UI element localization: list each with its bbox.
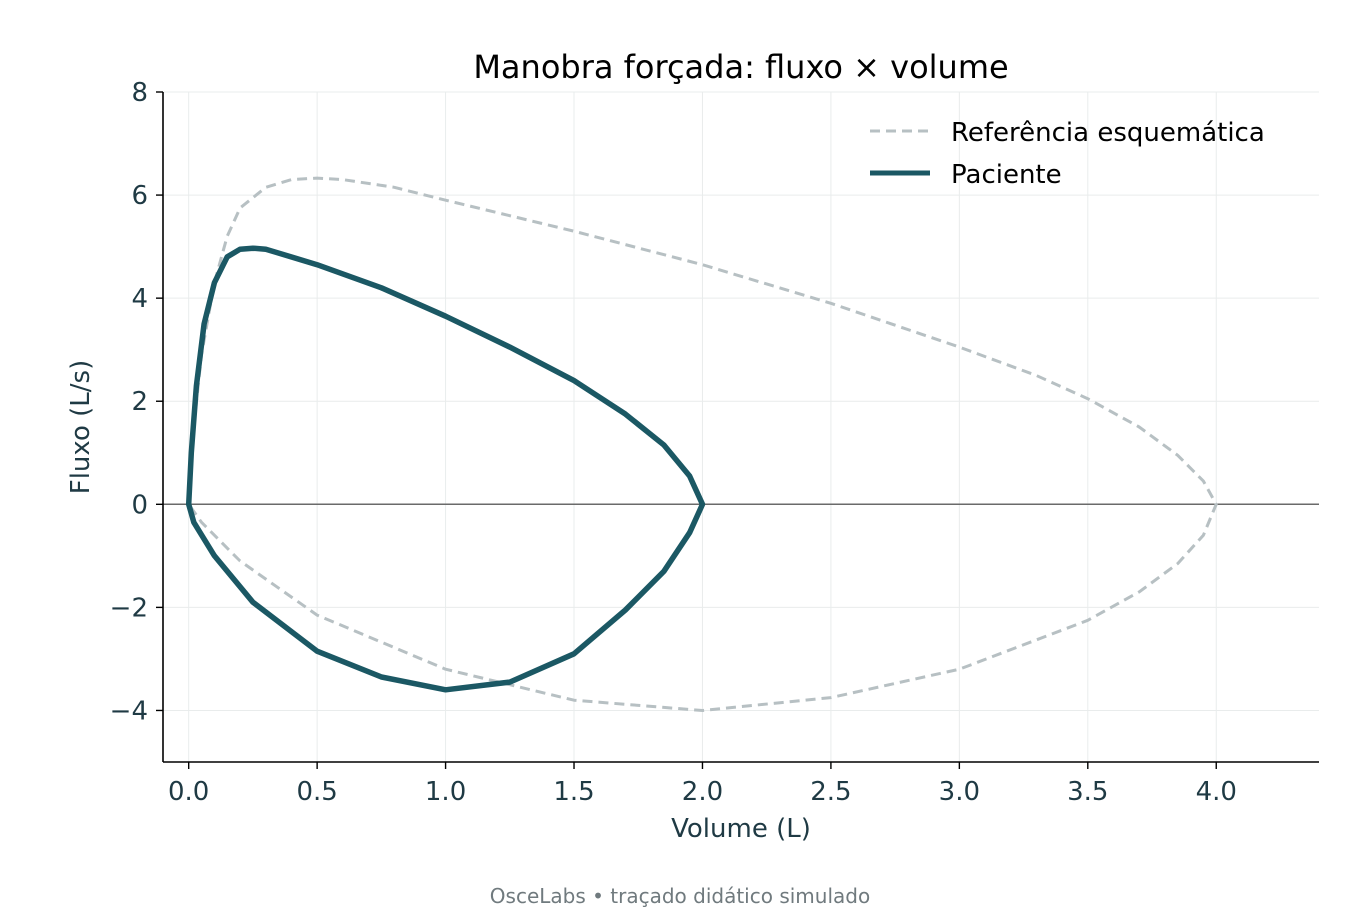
x-axis-ticks: 0.0 0.5 1.0 1.5 2.0 2.5 3.0 3.5 4.0 [168, 762, 1237, 807]
y-tick-label: 6 [131, 181, 148, 211]
x-tick-label: 1.0 [425, 777, 466, 807]
y-tick-label: −4 [110, 696, 148, 726]
x-axis-label: Volume (L) [671, 814, 811, 844]
x-tick-label: 3.5 [1067, 777, 1108, 807]
x-tick-label: 0.0 [168, 777, 209, 807]
legend-label-reference: Referência esquemática [951, 118, 1265, 148]
axes [162, 92, 1319, 763]
x-tick-label: 0.5 [296, 777, 337, 807]
x-tick-label: 3.0 [939, 777, 980, 807]
series-line-reference [187, 176, 1218, 712]
x-tick-label: 4.0 [1196, 777, 1237, 807]
y-tick-label: 0 [131, 490, 148, 520]
legend: Referência esquemática Paciente [870, 118, 1265, 190]
y-tick-label: 2 [131, 387, 148, 417]
y-tick-label: −2 [110, 593, 148, 623]
y-axis-label: Fluxo (L/s) [66, 360, 96, 495]
legend-label-patient: Paciente [951, 160, 1062, 190]
y-tick-label: 8 [131, 78, 148, 108]
series-group [185, 176, 1218, 712]
x-tick-label: 2.5 [810, 777, 851, 807]
x-tick-label: 1.5 [553, 777, 594, 807]
y-axis-ticks: −4 −2 0 2 4 6 8 [110, 78, 163, 726]
x-tick-label: 2.0 [682, 777, 723, 807]
footer-credit: OsceLabs • traçado didático simulado [489, 884, 871, 908]
y-tick-label: 4 [131, 284, 148, 314]
chart-title: Manobra forçada: fluxo × volume [473, 48, 1008, 86]
series-line-patient [185, 245, 706, 693]
